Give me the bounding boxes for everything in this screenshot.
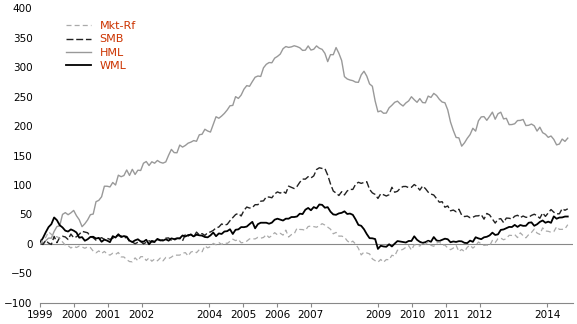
Mkt-Rf [37,243,44,247]
Mkt-Rf [188,250,194,254]
Mkt-Rf [277,231,284,235]
Mkt-Rf [302,228,309,232]
HML [280,47,287,51]
Line: SMB: SMB [40,168,568,245]
WML [302,208,309,212]
SMB [305,175,312,179]
HML [39,241,46,245]
HML [198,132,205,136]
Legend: Mkt-Rf, SMB, HML, WML: Mkt-Rf, SMB, HML, WML [62,17,140,75]
SMB [316,166,323,170]
Mkt-Rf [160,259,167,263]
HML [564,136,571,140]
HML [37,238,44,242]
Line: HML: HML [40,46,568,243]
WML [92,237,99,240]
HML [95,198,102,202]
SMB [162,236,169,240]
Line: Mkt-Rf: Mkt-Rf [40,224,568,262]
Mkt-Rf [92,251,99,255]
HML [291,44,298,48]
HML [162,160,169,164]
SMB [95,237,102,241]
WML [277,218,284,222]
Line: WML: WML [40,204,568,249]
SMB [198,232,205,236]
SMB [37,241,44,245]
Mkt-Rf [196,248,203,252]
SMB [39,243,46,247]
WML [160,238,167,242]
WML [196,233,203,237]
HML [308,48,314,52]
HML [190,139,197,143]
Mkt-Rf [319,222,325,226]
WML [188,233,194,237]
WML [37,241,44,245]
WML [374,247,381,251]
SMB [280,190,287,193]
WML [316,202,323,206]
SMB [190,235,197,239]
WML [564,214,571,218]
Mkt-Rf [564,223,571,226]
SMB [564,207,571,211]
Mkt-Rf [380,260,387,264]
